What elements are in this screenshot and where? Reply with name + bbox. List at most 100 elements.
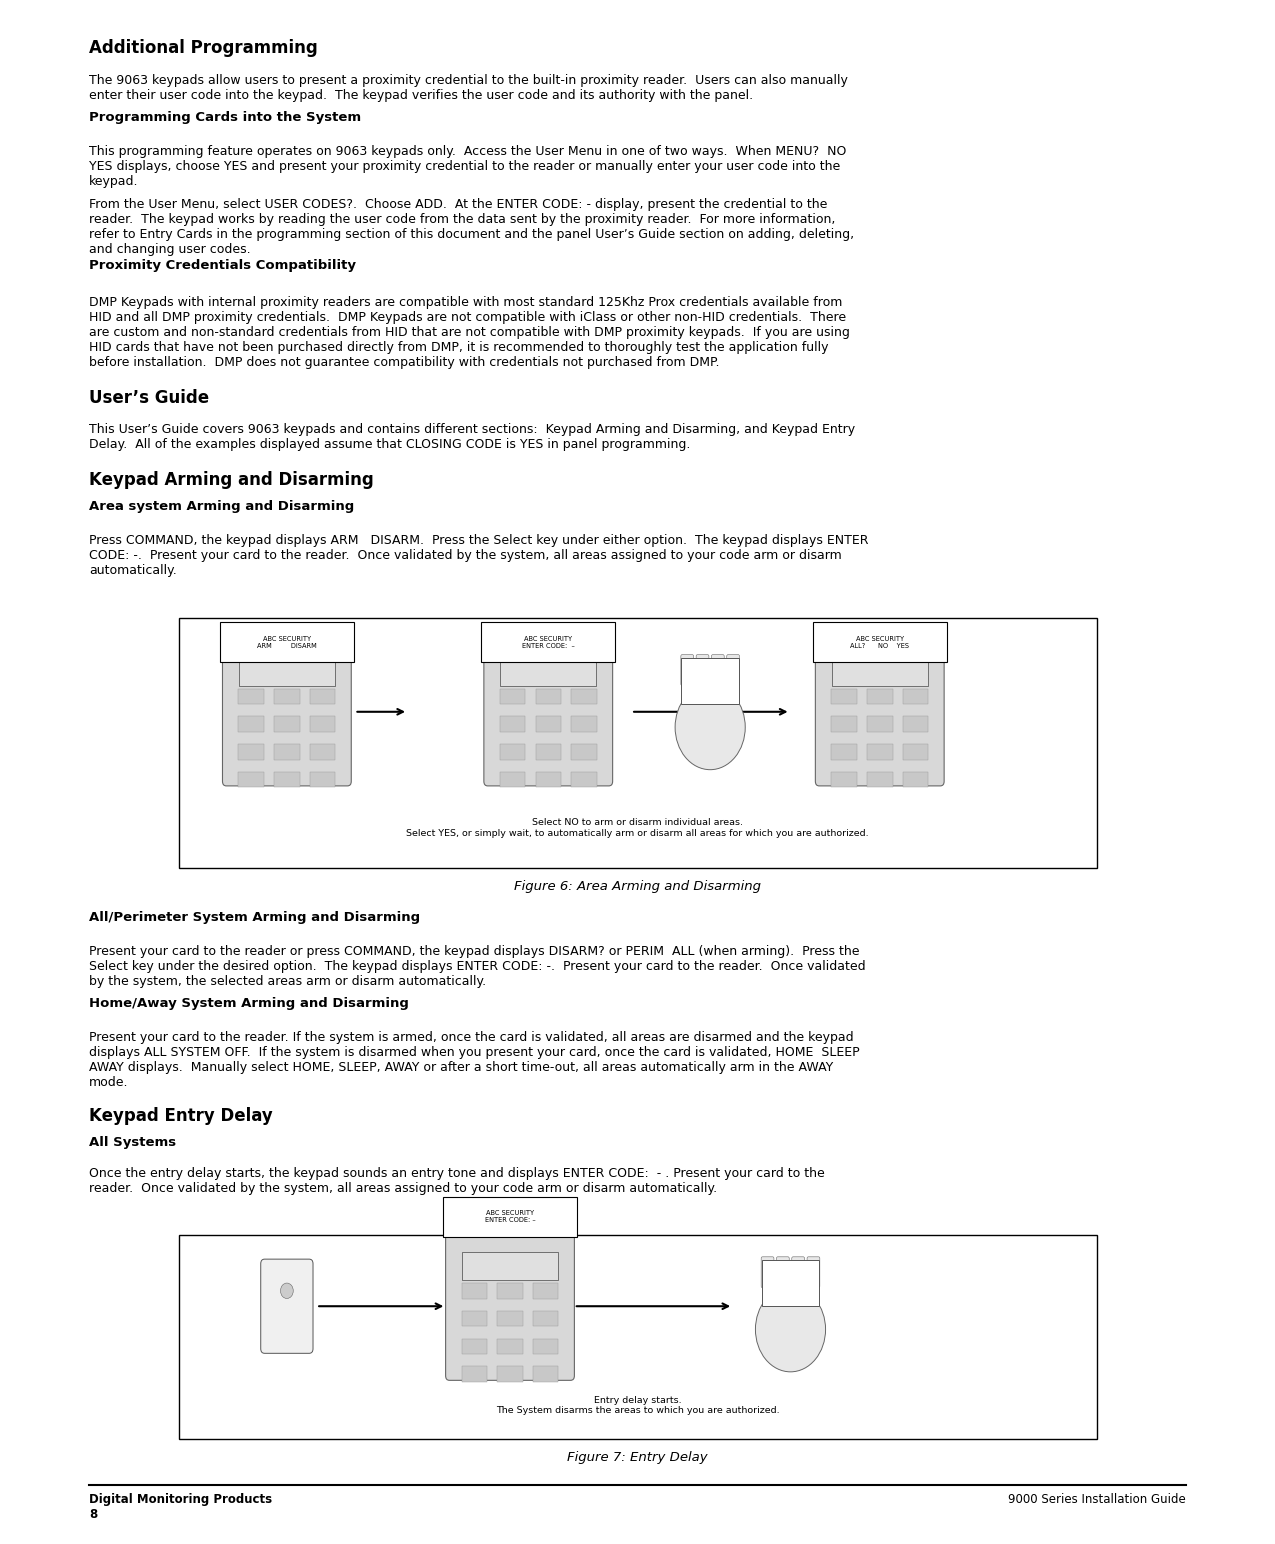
Text: ABC SECURITY
ALL?      NO    YES: ABC SECURITY ALL? NO YES — [850, 636, 909, 648]
Text: User’s Guide: User’s Guide — [89, 389, 209, 408]
FancyBboxPatch shape — [536, 716, 561, 732]
Text: All Systems: All Systems — [89, 1136, 176, 1149]
FancyBboxPatch shape — [179, 1235, 1096, 1439]
FancyBboxPatch shape — [536, 689, 561, 704]
Circle shape — [280, 1283, 293, 1299]
FancyBboxPatch shape — [238, 689, 264, 704]
FancyBboxPatch shape — [831, 658, 927, 686]
Text: ABC SECURITY
ARM         DISARM: ABC SECURITY ARM DISARM — [258, 636, 316, 648]
Text: Once the entry delay starts, the keypad sounds an entry tone and displays ENTER : Once the entry delay starts, the keypad … — [89, 1167, 825, 1195]
FancyBboxPatch shape — [500, 772, 525, 787]
FancyBboxPatch shape — [500, 716, 525, 732]
FancyBboxPatch shape — [776, 1257, 789, 1288]
Text: Present your card to the reader. If the system is armed, once the card is valida: Present your card to the reader. If the … — [89, 1031, 859, 1090]
FancyBboxPatch shape — [274, 689, 300, 704]
FancyBboxPatch shape — [816, 638, 944, 786]
FancyBboxPatch shape — [571, 716, 597, 732]
FancyBboxPatch shape — [727, 655, 739, 686]
FancyBboxPatch shape — [536, 772, 561, 787]
Text: Proximity Credentials Compatibility: Proximity Credentials Compatibility — [89, 259, 356, 272]
FancyBboxPatch shape — [484, 638, 613, 786]
FancyBboxPatch shape — [571, 689, 597, 704]
Text: This User’s Guide covers 9063 keypads and contains different sections:  Keypad A: This User’s Guide covers 9063 keypads an… — [89, 423, 856, 451]
FancyBboxPatch shape — [260, 1260, 314, 1353]
FancyBboxPatch shape — [238, 772, 264, 787]
Text: Keypad Entry Delay: Keypad Entry Delay — [89, 1107, 273, 1126]
Text: Figure 6: Area Arming and Disarming: Figure 6: Area Arming and Disarming — [514, 880, 761, 892]
FancyBboxPatch shape — [533, 1339, 558, 1354]
Ellipse shape — [676, 684, 746, 769]
FancyBboxPatch shape — [831, 772, 857, 787]
Text: Digital Monitoring Products
8: Digital Monitoring Products 8 — [89, 1493, 273, 1521]
FancyBboxPatch shape — [533, 1283, 558, 1299]
FancyBboxPatch shape — [462, 1283, 487, 1299]
FancyBboxPatch shape — [462, 1366, 487, 1382]
FancyBboxPatch shape — [867, 744, 892, 760]
FancyBboxPatch shape — [462, 1311, 487, 1326]
Text: DMP Keypads with internal proximity readers are compatible with most standard 12: DMP Keypads with internal proximity read… — [89, 296, 850, 369]
FancyBboxPatch shape — [274, 716, 300, 732]
FancyBboxPatch shape — [533, 1311, 558, 1326]
FancyBboxPatch shape — [831, 744, 857, 760]
FancyBboxPatch shape — [807, 1257, 820, 1288]
FancyBboxPatch shape — [571, 744, 597, 760]
Text: Press COMMAND, the keypad displays ARM   DISARM.  Press the Select key under eit: Press COMMAND, the keypad displays ARM D… — [89, 534, 868, 577]
FancyBboxPatch shape — [813, 622, 946, 662]
FancyBboxPatch shape — [681, 655, 694, 686]
Text: ABC SECURITY
ENTER CODE: –: ABC SECURITY ENTER CODE: – — [484, 1210, 536, 1223]
Text: Present your card to the reader or press COMMAND, the keypad displays DISARM? or: Present your card to the reader or press… — [89, 945, 866, 988]
FancyBboxPatch shape — [238, 716, 264, 732]
FancyBboxPatch shape — [240, 658, 334, 686]
FancyBboxPatch shape — [867, 716, 892, 732]
Text: 9000 Series Installation Guide: 9000 Series Installation Guide — [1009, 1493, 1186, 1505]
Text: Entry delay starts.
The System disarms the areas to which you are authorized.: Entry delay starts. The System disarms t… — [496, 1396, 779, 1416]
Text: Figure 7: Entry Delay: Figure 7: Entry Delay — [567, 1451, 708, 1464]
Text: This programming feature operates on 9063 keypads only.  Access the User Menu in: This programming feature operates on 906… — [89, 145, 847, 188]
FancyBboxPatch shape — [500, 658, 595, 686]
FancyBboxPatch shape — [792, 1257, 805, 1288]
FancyBboxPatch shape — [682, 658, 739, 704]
FancyBboxPatch shape — [221, 622, 354, 662]
FancyBboxPatch shape — [903, 744, 928, 760]
Text: ABC SECURITY
ENTER CODE:  –: ABC SECURITY ENTER CODE: – — [521, 636, 575, 648]
FancyBboxPatch shape — [831, 689, 857, 704]
FancyBboxPatch shape — [761, 1260, 820, 1306]
FancyBboxPatch shape — [222, 638, 351, 786]
FancyBboxPatch shape — [274, 744, 300, 760]
Text: Select NO to arm or disarm individual areas.
Select YES, or simply wait, to auto: Select NO to arm or disarm individual ar… — [407, 818, 868, 838]
FancyBboxPatch shape — [179, 618, 1096, 868]
FancyBboxPatch shape — [497, 1283, 523, 1299]
FancyBboxPatch shape — [536, 744, 561, 760]
Text: The 9063 keypads allow users to present a proximity credential to the built-in p: The 9063 keypads allow users to present … — [89, 74, 848, 102]
FancyBboxPatch shape — [903, 772, 928, 787]
FancyBboxPatch shape — [462, 1339, 487, 1354]
FancyBboxPatch shape — [238, 744, 264, 760]
FancyBboxPatch shape — [500, 744, 525, 760]
FancyBboxPatch shape — [497, 1339, 523, 1354]
FancyBboxPatch shape — [310, 689, 335, 704]
FancyBboxPatch shape — [444, 1197, 576, 1237]
FancyBboxPatch shape — [761, 1257, 774, 1288]
Text: Home/Away System Arming and Disarming: Home/Away System Arming and Disarming — [89, 997, 409, 1010]
Text: All/Perimeter System Arming and Disarming: All/Perimeter System Arming and Disarmin… — [89, 911, 421, 923]
FancyBboxPatch shape — [482, 622, 615, 662]
FancyBboxPatch shape — [497, 1311, 523, 1326]
Text: Keypad Arming and Disarming: Keypad Arming and Disarming — [89, 471, 374, 489]
FancyBboxPatch shape — [310, 716, 335, 732]
FancyBboxPatch shape — [274, 772, 300, 787]
FancyBboxPatch shape — [571, 772, 597, 787]
FancyBboxPatch shape — [867, 689, 892, 704]
Text: From the User Menu, select USER CODES?.  Choose ADD.  At the ENTER CODE: - displ: From the User Menu, select USER CODES?. … — [89, 198, 854, 256]
FancyBboxPatch shape — [463, 1252, 558, 1280]
FancyBboxPatch shape — [903, 716, 928, 732]
FancyBboxPatch shape — [831, 716, 857, 732]
FancyBboxPatch shape — [310, 744, 335, 760]
FancyBboxPatch shape — [696, 655, 709, 686]
FancyBboxPatch shape — [533, 1366, 558, 1382]
Text: Additional Programming: Additional Programming — [89, 39, 317, 57]
FancyBboxPatch shape — [310, 772, 335, 787]
Text: Area system Arming and Disarming: Area system Arming and Disarming — [89, 500, 354, 513]
FancyBboxPatch shape — [500, 689, 525, 704]
FancyBboxPatch shape — [497, 1366, 523, 1382]
Ellipse shape — [755, 1288, 826, 1373]
